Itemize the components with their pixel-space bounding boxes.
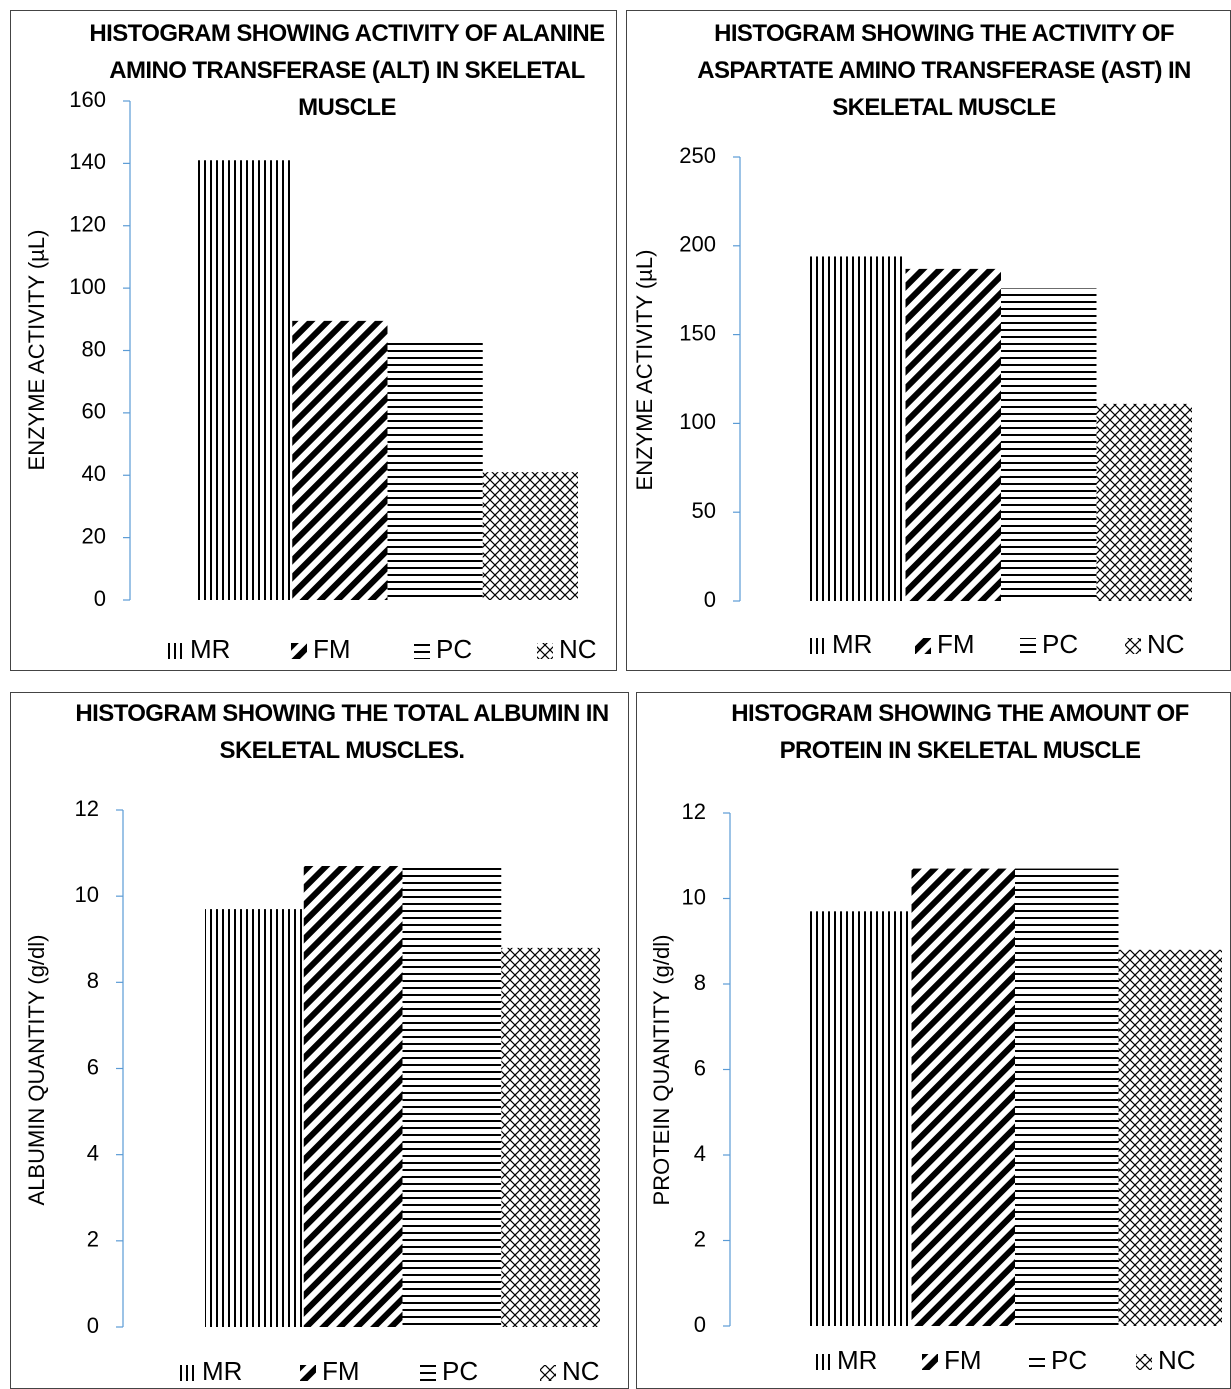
y-tick-label: 2 (694, 1226, 706, 1251)
y-axis-label: ENZYME ACTIVITY (µL) (24, 230, 49, 471)
bar (303, 866, 403, 1327)
chart-title: HISTOGRAM SHOWING THE AMOUNT OF PROTEIN … (731, 700, 1189, 764)
legend-label: PC (436, 634, 472, 664)
legend-swatch (420, 1365, 436, 1381)
y-tick-label: 250 (679, 143, 716, 168)
legend-label: NC (1147, 629, 1185, 659)
y-tick-label: 4 (87, 1140, 99, 1165)
y-tick-label: 6 (87, 1054, 99, 1079)
y-tick-label: 0 (87, 1313, 99, 1338)
y-tick-label: 6 (694, 1055, 706, 1080)
y-axis-label: ENZYME ACTIVITY (µL) (632, 250, 657, 491)
legend-label: MR (837, 1345, 877, 1375)
legend-swatch (815, 1354, 831, 1370)
legend-label: FM (944, 1345, 982, 1375)
bar (911, 868, 1015, 1326)
legend-swatch (1020, 638, 1036, 654)
y-tick-label: 8 (694, 970, 706, 995)
legend-swatch (1136, 1354, 1152, 1370)
y-tick-label: 80 (82, 336, 106, 361)
bar (501, 947, 600, 1327)
y-tick-label: 0 (94, 586, 106, 611)
chart-title-box: HISTOGRAM SHOWING THE ACTIVITY OF ASPART… (697, 20, 1191, 121)
y-tick-label: 20 (82, 523, 106, 548)
y-tick-label: 200 (679, 232, 716, 257)
y-tick-label: 10 (682, 884, 706, 909)
legend-swatch (922, 1354, 938, 1370)
legend-label: FM (322, 1356, 360, 1386)
bar (1096, 403, 1192, 601)
y-tick-label: 50 (692, 498, 716, 523)
y-tick-label: 160 (69, 87, 106, 112)
legend-label: PC (1042, 629, 1078, 659)
legend-swatch (1125, 638, 1141, 654)
y-tick-label: 2 (87, 1227, 99, 1252)
y-tick-label: 0 (704, 587, 716, 612)
legend-swatch (300, 1365, 316, 1381)
bar (387, 342, 483, 600)
legend-swatch (1029, 1354, 1045, 1370)
legend-label: PC (1051, 1345, 1087, 1375)
y-tick-label: 40 (82, 461, 106, 486)
y-tick-label: 4 (694, 1141, 706, 1166)
y-tick-label: 8 (87, 968, 99, 993)
y-tick-label: 12 (75, 796, 99, 821)
legend-label: NC (1158, 1345, 1196, 1375)
bar (1015, 868, 1119, 1326)
legend-label: MR (190, 634, 230, 664)
legend-label: NC (562, 1356, 600, 1386)
legend-swatch (180, 1365, 196, 1381)
bar (402, 863, 502, 1327)
legend-label: MR (832, 629, 872, 659)
legend-swatch (540, 1365, 556, 1381)
legend-label: NC (559, 634, 597, 664)
y-tick-label: 100 (69, 274, 106, 299)
bar (905, 268, 1001, 601)
y-tick-label: 120 (69, 212, 106, 237)
chart-title-box: HISTOGRAM SHOWING THE AMOUNT OF PROTEIN … (731, 700, 1189, 764)
legend-swatch (168, 643, 184, 659)
legend-swatch (414, 643, 430, 659)
y-axis-label: ALBUMIN QUANTITY (g/dl) (24, 935, 49, 1206)
y-tick-label: 12 (682, 799, 706, 824)
legend-label: PC (442, 1356, 478, 1386)
chart-title: HISTOGRAM SHOWING THE ACTIVITY OF ASPART… (697, 20, 1191, 121)
bar (482, 472, 578, 600)
y-tick-label: 100 (679, 409, 716, 434)
bar (1118, 949, 1222, 1326)
bar (197, 160, 293, 600)
chart-title-box: HISTOGRAM SHOWING THE TOTAL ALBUMIN IN S… (75, 700, 609, 764)
legend-label: MR (202, 1356, 242, 1386)
y-tick-label: 140 (69, 149, 106, 174)
legend-swatch (537, 643, 553, 659)
legend-label: FM (313, 634, 351, 664)
bar (205, 909, 304, 1327)
legend-swatch (915, 638, 931, 654)
chart-title: HISTOGRAM SHOWING ACTIVITY OF ALANINE AM… (89, 20, 605, 121)
y-tick-label: 60 (82, 399, 106, 424)
y-tick-label: 10 (75, 882, 99, 907)
bar (810, 256, 906, 601)
chart-title: HISTOGRAM SHOWING THE TOTAL ALBUMIN IN S… (75, 700, 609, 764)
bar (1001, 288, 1097, 601)
legend-label: FM (937, 629, 975, 659)
y-tick-label: 0 (694, 1312, 706, 1337)
bar (292, 320, 388, 600)
legend-swatch (291, 643, 307, 659)
bar (808, 911, 912, 1326)
panel-border (10, 10, 617, 671)
y-axis-label: PROTEIN QUANTITY (g/dl) (649, 935, 674, 1206)
y-tick-label: 150 (679, 320, 716, 345)
legend-swatch (810, 638, 826, 654)
chart-title-box: HISTOGRAM SHOWING ACTIVITY OF ALANINE AM… (89, 20, 605, 121)
